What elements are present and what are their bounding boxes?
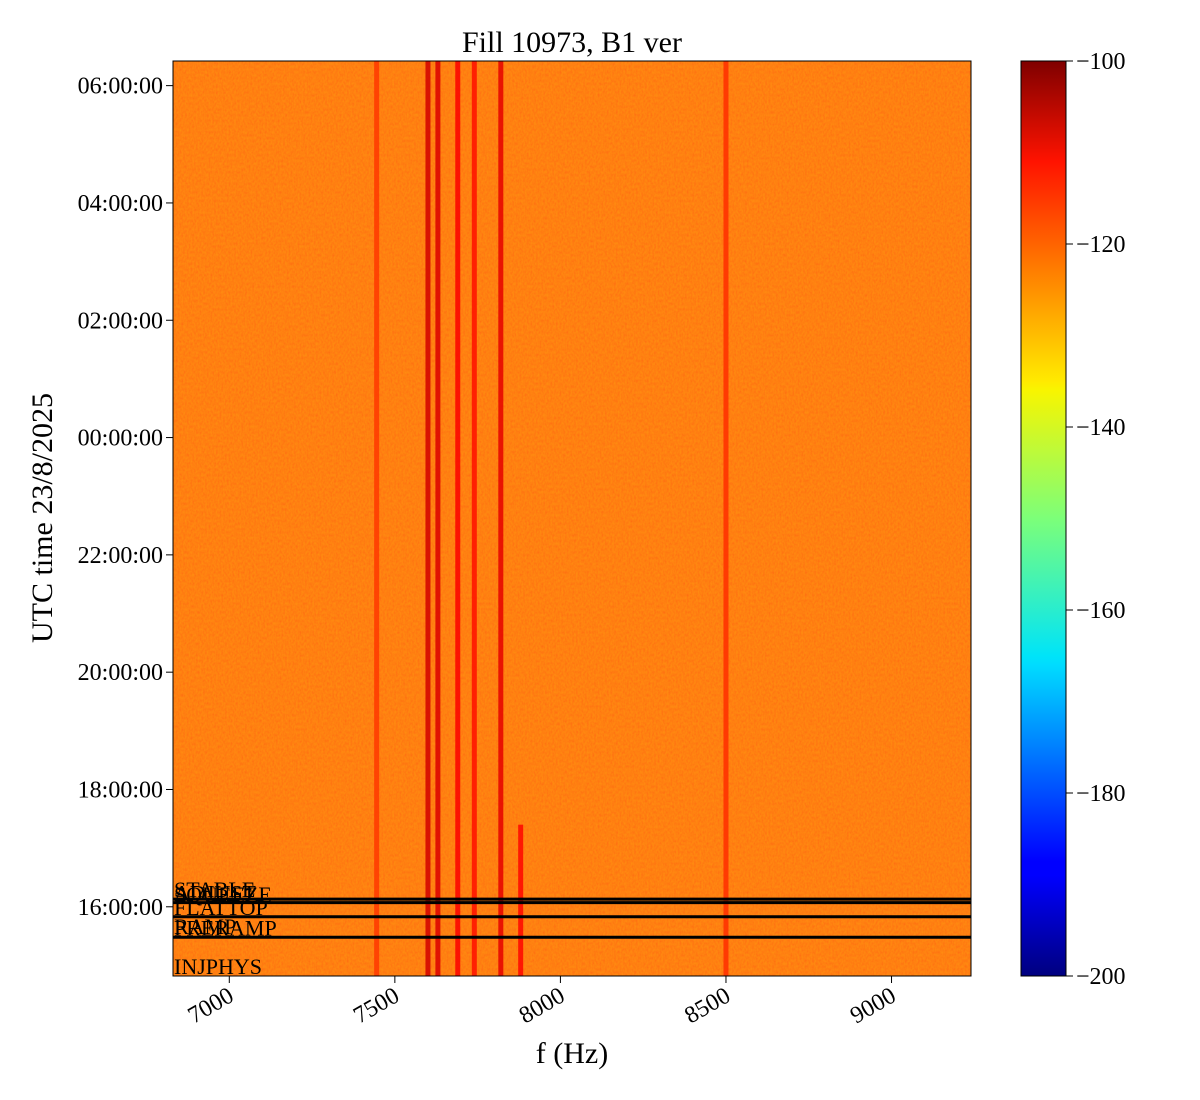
x-tick-label: 9000 (846, 983, 901, 1030)
y-tick-label: 18:00:00 (78, 777, 163, 803)
y-tick-label: 04:00:00 (78, 191, 163, 217)
colorbar-tick-label: −100 (1076, 49, 1126, 75)
beam-mode-label: ADJUST (174, 881, 256, 906)
beam-mode-label: PRERAMP (174, 915, 277, 940)
y-tick-label: 16:00:00 (78, 895, 163, 921)
beam-mode-markers: INJPHYSPRERAMPRAMPFLATTOPSQUEEZEADJUSTST… (173, 877, 971, 979)
plot-area: INJPHYSPRERAMPRAMPFLATTOPSQUEEZEADJUSTST… (173, 61, 971, 979)
y-axis-label: UTC time 23/8/2025 (26, 393, 59, 643)
beam-mode-label: INJPHYS (174, 954, 262, 979)
colorbar-tick-label: −200 (1076, 964, 1126, 990)
y-axis: 16:00:00 18:00:00 20:00:00 22:00:00 00:00:00… (78, 74, 173, 921)
y-tick-label: 22:00:00 (78, 543, 163, 569)
spectrogram-noise-texture (173, 61, 971, 976)
colorbar: −100 −120 −140 −160 −180 −200 (1020, 49, 1126, 990)
spectral-line (374, 61, 380, 976)
spectral-line (723, 61, 729, 976)
beam-mode-label: RAMP (174, 914, 236, 939)
spectral-line (425, 61, 431, 976)
spectral-line (471, 61, 477, 976)
x-tick-label: 8500 (680, 983, 735, 1030)
colorbar-tick-label: −160 (1076, 598, 1126, 624)
colorbar-gradient (1020, 60, 1067, 977)
x-tick-label: 7500 (349, 983, 404, 1030)
x-tick-label: 7000 (184, 983, 239, 1030)
chart-title: Fill 10973, B1 ver (462, 26, 682, 59)
y-tick-label: 20:00:00 (78, 660, 163, 686)
y-tick-label: 00:00:00 (78, 426, 163, 452)
beam-mode-label: STABLE (174, 877, 255, 902)
colorbar-ticks: −100 −120 −140 −160 −180 −200 (1066, 49, 1126, 990)
y-tick-label: 02:00:00 (78, 308, 163, 334)
y-tick-label: 06:00:00 (78, 74, 163, 100)
spectral-line (455, 61, 461, 976)
x-axis: 7000 7500 8000 8500 9000 (184, 976, 901, 1029)
colorbar-tick-label: −120 (1076, 232, 1126, 258)
x-axis-label: f (Hz) (536, 1037, 608, 1070)
plot-frame (172, 60, 972, 977)
colorbar-tick-label: −140 (1076, 415, 1126, 441)
spectral-line (498, 61, 504, 976)
spectral-line (435, 61, 441, 976)
colorbar-tick-label: −180 (1076, 781, 1126, 807)
x-tick-label: 8000 (515, 983, 570, 1030)
